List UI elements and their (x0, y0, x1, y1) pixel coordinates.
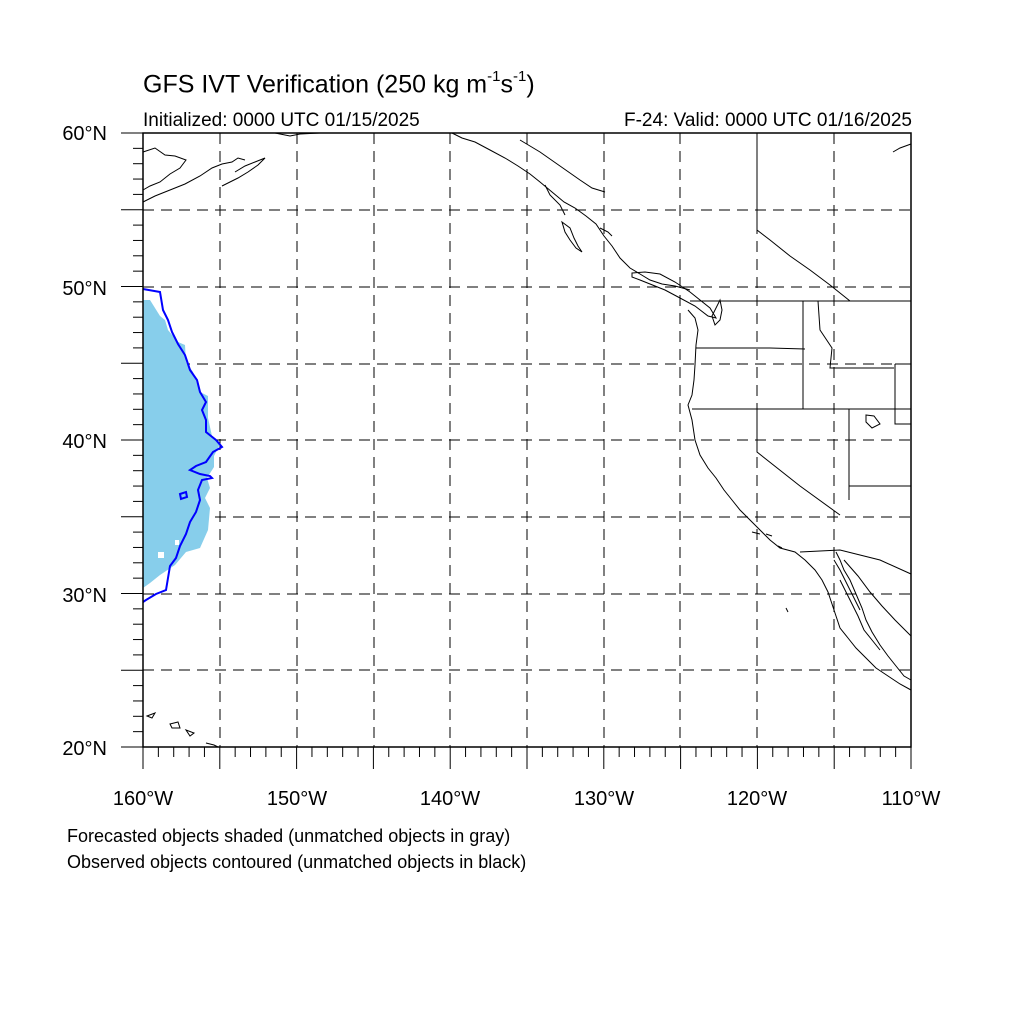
lat-labels: 60°N 50°N 40°N 30°N 20°N (62, 123, 107, 760)
tick-marks (121, 132, 912, 769)
gridlines (143, 133, 911, 747)
lon-label: 120°W (727, 788, 787, 810)
lon-labels: 160°W 150°W 140°W 130°W 120°W 110°W (113, 788, 941, 810)
lat-label: 40°N (62, 431, 107, 453)
lon-label: 130°W (574, 788, 634, 810)
forecast-object-holes (158, 540, 179, 558)
forecast-legend-note: Forecasted objects shaded (unmatched obj… (67, 826, 511, 846)
lat-label: 20°N (62, 738, 107, 760)
initialized-time: Initialized: 0000 UTC 01/15/2025 (143, 110, 420, 131)
lat-label: 50°N (62, 278, 107, 300)
lat-label: 30°N (62, 585, 107, 607)
observed-legend-note: Observed objects contoured (unmatched ob… (67, 852, 527, 872)
coastlines (142, 132, 912, 748)
lat-label: 60°N (62, 123, 107, 145)
lon-label: 150°W (267, 788, 327, 810)
observed-object-contour (142, 288, 224, 603)
map-title: GFS IVT Verification (250 kg m-1s-1) (143, 68, 535, 99)
observed-object-small-contour (178, 490, 189, 501)
lon-label: 140°W (420, 788, 480, 810)
lon-label: 110°W (882, 788, 941, 810)
lon-label: 160°W (113, 788, 173, 810)
forecast-object-fill (143, 300, 220, 588)
valid-time: F-24: Valid: 0000 UTC 01/16/2025 (624, 110, 912, 131)
